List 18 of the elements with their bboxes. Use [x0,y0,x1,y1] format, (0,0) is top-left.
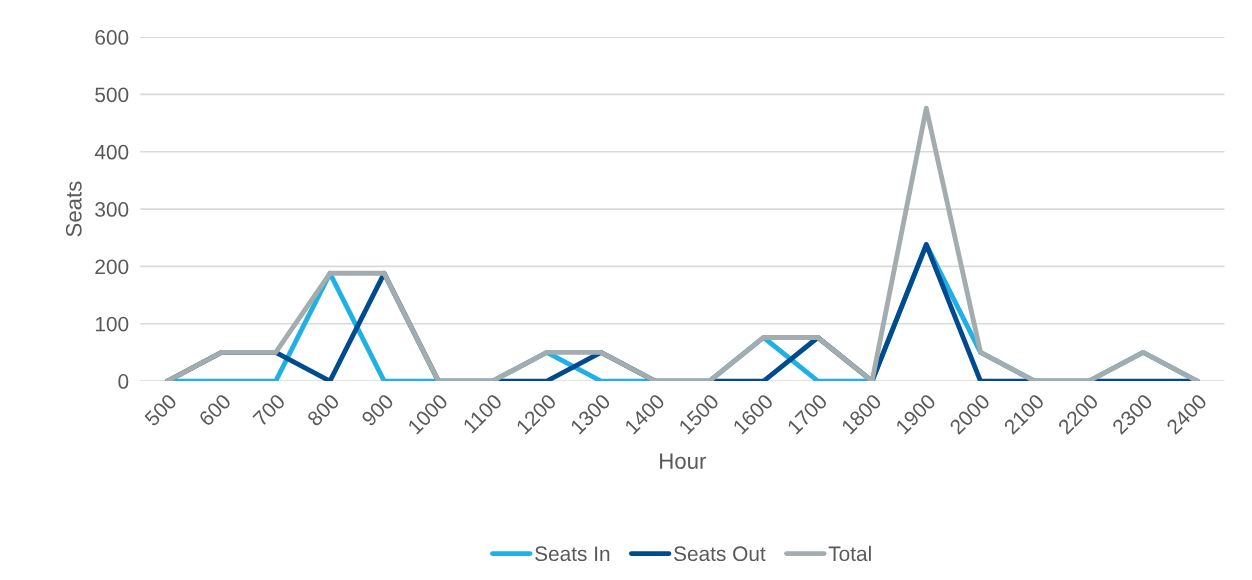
y-tick-label: 500 [95,87,129,103]
y-tick-label: 400 [94,144,129,160]
legend-label: Seats In [535,546,610,562]
x-tick-label: 800 [306,393,341,427]
x-tick-label: 900 [360,393,395,427]
y-tick-label: 200 [95,259,129,275]
y-tick-label: 600 [95,30,129,45]
y-axis-title: Seats [65,181,82,237]
x-tick-label: 700 [252,393,286,427]
y-tick-label: 300 [95,202,129,217]
y-tick-label: 100 [95,316,129,332]
x-tick-label: 600 [198,393,232,427]
x-tick-label: 500 [143,393,178,427]
line-series [164,105,1200,382]
y-tick-label: 0 [118,374,129,389]
legend-label: Seats Out [674,546,766,562]
legend-label: Total [828,545,871,562]
x-axis-title: Hour [660,453,707,469]
